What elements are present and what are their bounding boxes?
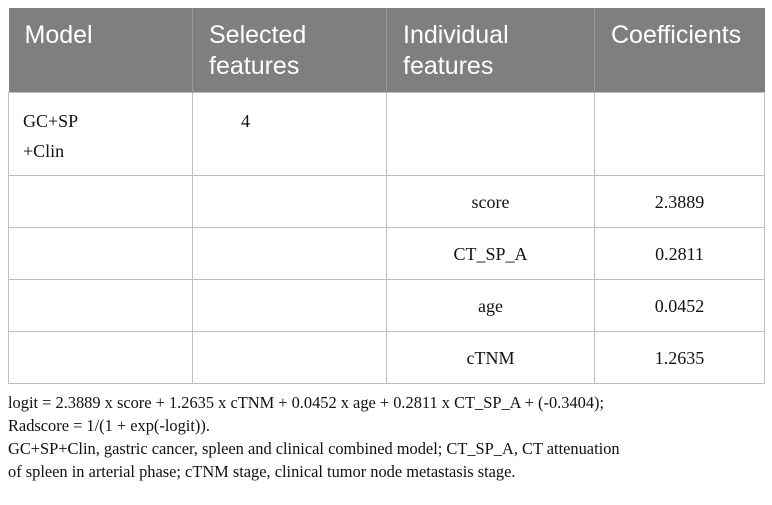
header-selected-features: Selected features xyxy=(192,8,387,93)
table-row: cTNM 1.2635 xyxy=(8,331,765,384)
cell-coefficient: 1.2635 xyxy=(594,331,765,384)
formula-line-1: logit = 2.3889 x score + 1.2635 x cTNM +… xyxy=(8,393,605,412)
cell-model xyxy=(8,279,193,332)
cell-selected-features xyxy=(192,227,387,280)
cell-coefficient: 0.2811 xyxy=(594,227,765,280)
header-model-label: Model xyxy=(24,21,93,49)
header-model: Model xyxy=(8,8,193,93)
table-row: score 2.3889 xyxy=(8,175,765,228)
table-row: GC+SP +Clin 4 xyxy=(8,92,765,176)
cell-selected-features xyxy=(192,175,387,228)
header-selected-features-label: Selected features xyxy=(209,21,307,80)
cell-selected-features: 4 xyxy=(192,92,387,176)
coefficients-table: Model Selected features Individual featu… xyxy=(8,8,765,384)
cell-selected-features xyxy=(192,279,387,332)
header-individual-features-label: Individual features xyxy=(403,21,509,80)
cell-model: GC+SP +Clin xyxy=(8,92,193,176)
table-footnotes: logit = 2.3889 x score + 1.2635 x cTNM +… xyxy=(8,391,764,483)
cell-coefficient: 2.3889 xyxy=(594,175,765,228)
cell-coefficient: 0.0452 xyxy=(594,279,765,332)
table-row: CT_SP_A 0.2811 xyxy=(8,227,765,280)
cell-individual-feature: score xyxy=(386,175,595,228)
cell-individual-feature: age xyxy=(386,279,595,332)
cell-model xyxy=(8,331,193,384)
cell-individual-feature: cTNM xyxy=(386,331,595,384)
cell-individual-feature xyxy=(386,92,595,176)
abbreviations-line-1: GC+SP+Clin, gastric cancer, spleen and c… xyxy=(8,439,620,458)
header-individual-features: Individual features xyxy=(386,8,595,93)
table-header-row: Model Selected features Individual featu… xyxy=(8,8,765,93)
coefficients-table-container: Model Selected features Individual featu… xyxy=(8,8,765,384)
cell-model xyxy=(8,227,193,280)
cell-coefficient xyxy=(594,92,765,176)
abbreviations-line-2: of spleen in arterial phase; cTNM stage,… xyxy=(8,462,516,481)
formula-line-2: Radscore = 1/(1 + exp(-logit)). xyxy=(8,416,210,435)
table-row: age 0.0452 xyxy=(8,279,765,332)
header-coefficients: Coefficients xyxy=(594,8,765,93)
cell-individual-feature: CT_SP_A xyxy=(386,227,595,280)
header-coefficients-label: Coefficients xyxy=(611,21,742,49)
cell-model xyxy=(8,175,193,228)
cell-selected-features xyxy=(192,331,387,384)
